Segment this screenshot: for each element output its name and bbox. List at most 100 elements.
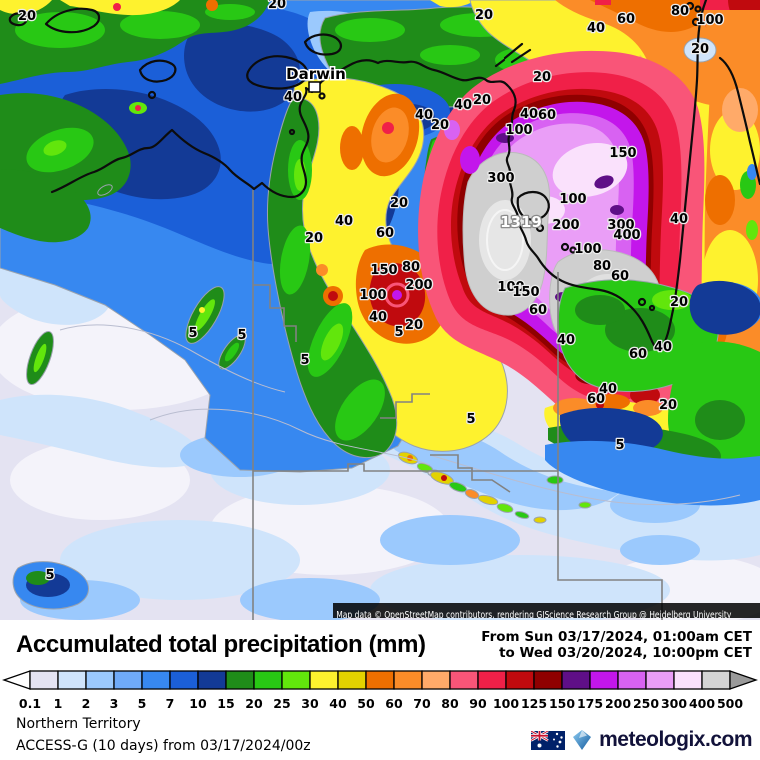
legend-tick-label: 100: [493, 696, 519, 711]
legend-shape: [2, 670, 31, 690]
legend-tick-label: 175: [577, 696, 603, 711]
legend-shape: [309, 670, 339, 690]
legend-tick-label: 50: [357, 696, 375, 711]
contour-label: 5: [45, 568, 54, 583]
legend-shape: [589, 670, 619, 690]
legend-tick-label: 30: [301, 696, 319, 711]
contour-label: 40: [670, 212, 688, 227]
contour-label: 20: [305, 231, 323, 246]
contour-label: 100: [497, 280, 524, 295]
contour-label: 5: [466, 412, 475, 427]
brand-name: meteologix.com: [599, 728, 752, 751]
contour-label: 20: [473, 93, 491, 108]
date-range: From Sun 03/17/2024, 01:00am CET to Wed …: [481, 629, 752, 661]
contour-label: 20: [691, 42, 709, 57]
legend-shape: [533, 670, 563, 690]
southeast-zone: [544, 279, 760, 506]
legend-tick-label: 40: [329, 696, 347, 711]
legend-tick-label: 400: [689, 696, 715, 711]
contour-label: 40: [284, 90, 302, 105]
contour-label: 20: [390, 196, 408, 211]
model-run-label: ACCESS-G (10 days) from 03/17/2024/00z: [16, 738, 311, 754]
legend-tick-label: 250: [633, 696, 659, 711]
legend-tick-label: 25: [273, 696, 290, 711]
contour-label: 60: [611, 269, 629, 284]
legend-shape: [421, 670, 451, 690]
contour-label: 150: [370, 263, 397, 278]
map-attribution: Map data © OpenStreetMap contributors, r…: [333, 603, 760, 618]
legend-tick-label: 80: [441, 696, 459, 711]
color-scale-legend: 0.1 1 2 3 5 7 10 15 20 25 30 40 50 60 70 80 90 100 125 150 1…: [0, 668, 760, 714]
contour-label: 150: [512, 285, 539, 300]
australia-flag-icon: [531, 730, 566, 750]
coastline: [8, 0, 760, 351]
contour-label: 100: [359, 288, 386, 303]
legend-shape: [645, 670, 675, 690]
contour-label: 40: [654, 340, 672, 355]
legend-tick-label: 300: [661, 696, 687, 711]
contour-label: 200: [405, 278, 432, 293]
legend-shape: [729, 670, 758, 690]
contour-label: 20: [670, 295, 688, 310]
contour-label: 1319: [500, 213, 542, 231]
legend-shape: [169, 670, 199, 690]
contour-label: 60: [538, 108, 556, 123]
contour-label: 5: [394, 325, 403, 340]
legend-shape: [337, 670, 367, 690]
northwest-green-zone: [0, 0, 270, 243]
legend-tick-label: 1: [54, 696, 63, 711]
legend-tick-label: 200: [605, 696, 631, 711]
date-to: to Wed 03/20/2024, 10:00pm CET: [499, 645, 752, 661]
contour-label: 60: [617, 12, 635, 27]
legend-shape: [449, 670, 479, 690]
state-borders: [252, 190, 663, 620]
contour-label: 100: [559, 192, 586, 207]
contour-label: 400: [613, 228, 640, 243]
legend-shape: [281, 670, 311, 690]
legend-shape: [365, 670, 395, 690]
legend-tick-label: 60: [385, 696, 403, 711]
contour-label: 200: [552, 218, 579, 233]
legend-shape: [85, 670, 115, 690]
contour-label: 40: [335, 214, 353, 229]
legend-shape: [225, 670, 255, 690]
legend-tick-label: 15: [217, 696, 234, 711]
info-panel: Accumulated total precipitation (mm) Fro…: [0, 620, 760, 760]
legend-tick-label: 10: [189, 696, 207, 711]
contour-label: 5: [188, 326, 197, 341]
contour-label: 60: [587, 392, 605, 407]
legend-tick-label: 70: [413, 696, 431, 711]
contour-label: 40: [415, 108, 433, 123]
legend-shape: [141, 670, 171, 690]
region-label: Northern Territory: [16, 716, 141, 732]
legend-shape: [393, 670, 423, 690]
contour-label: 5: [615, 438, 624, 453]
legend-shape: [29, 670, 59, 690]
legend-shape: [57, 670, 87, 690]
legend-tick-label: 3: [110, 696, 119, 711]
legend-tick-label: 2: [82, 696, 91, 711]
legend-tick-label: 500: [717, 696, 743, 711]
contour-label: 40: [587, 21, 605, 36]
attribution-text: Map data © OpenStreetMap contributors, r…: [336, 610, 732, 618]
legend-shape: [113, 670, 143, 690]
contour-label: 40: [599, 382, 617, 397]
contour-label: 20: [431, 118, 449, 133]
contour-label: 60: [376, 226, 394, 241]
contour-label: 20: [268, 0, 286, 12]
contour-label: 40: [520, 107, 538, 122]
contour-label: 150: [609, 146, 636, 161]
legend-shape: [617, 670, 647, 690]
contour-label: 20: [405, 318, 423, 333]
map-canvas[interactable]: Darwin 20 20 40 20 40 60 80 100 20 20 20 40 40 20 40 60…: [0, 0, 760, 620]
legend-shape: [477, 670, 507, 690]
legend-shape: [197, 670, 227, 690]
contour-label: 60: [529, 303, 547, 318]
contour-label: 80: [593, 259, 611, 274]
legend-tick-label: 7: [166, 696, 175, 711]
contour-label: 100: [505, 123, 532, 138]
city-marker-darwin: [308, 81, 321, 93]
contour-label: 20: [533, 70, 551, 85]
